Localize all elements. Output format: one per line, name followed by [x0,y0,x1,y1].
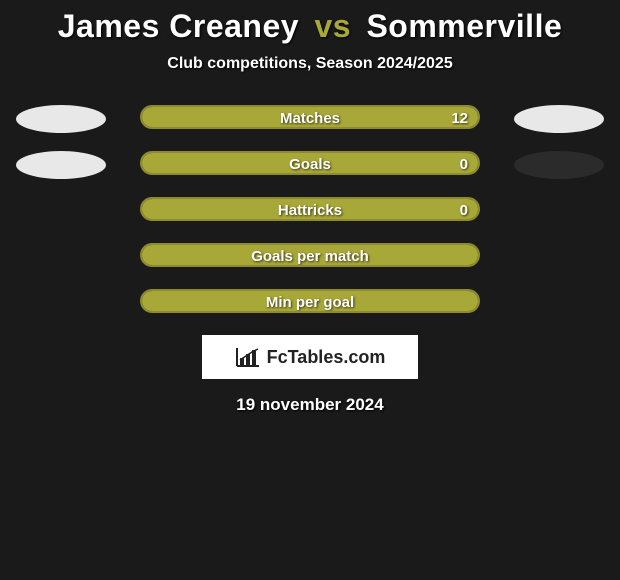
subtitle: Club competitions, Season 2024/2025 [0,55,620,73]
stat-rows: Matches12Goals0Hattricks0Goals per match… [0,105,620,317]
player2-name: Sommerville [366,8,562,44]
player1-name: James Creaney [58,8,299,44]
page-title: James Creaney vs Sommerville [0,8,620,45]
stat-value: 0 [460,199,468,221]
date-text: 19 november 2024 [0,395,620,415]
stat-bar: Min per goal [140,289,480,313]
stat-label: Matches [142,107,478,129]
stat-bar: Goals per match [140,243,480,267]
right-oval [514,151,604,179]
stat-bar: Hattricks0 [140,197,480,221]
stat-row: Min per goal [0,289,620,317]
logo-chart-icon [235,346,261,368]
stat-value: 12 [451,107,468,129]
stat-row: Goals0 [0,151,620,179]
stat-row: Hattricks0 [0,197,620,225]
stat-label: Min per goal [142,291,478,313]
logo-text: FcTables.com [267,347,386,368]
stat-label: Hattricks [142,199,478,221]
stat-label: Goals per match [142,245,478,267]
stat-bar: Goals0 [140,151,480,175]
stat-value: 0 [460,153,468,175]
left-oval [16,151,106,179]
stat-label: Goals [142,153,478,175]
stat-row: Matches12 [0,105,620,133]
stat-bar: Matches12 [140,105,480,129]
stat-row: Goals per match [0,243,620,271]
left-oval [16,105,106,133]
right-oval [514,105,604,133]
vs-text: vs [314,8,351,44]
comparison-card: James Creaney vs Sommerville Club compet… [0,0,620,415]
logo-box: FcTables.com [202,335,418,379]
